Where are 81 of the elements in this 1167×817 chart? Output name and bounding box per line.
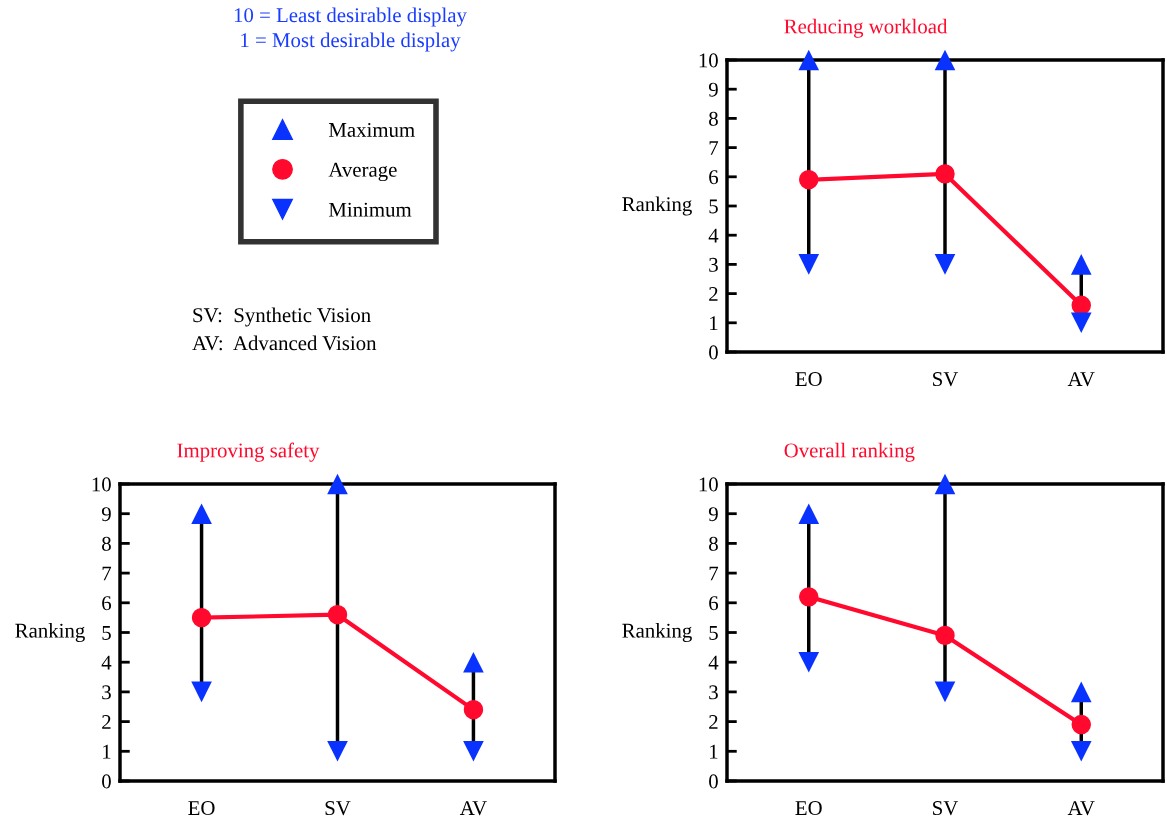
x-tick-label: EO [795, 801, 822, 816]
point [1070, 741, 1092, 762]
point [191, 681, 212, 703]
point [934, 681, 956, 703]
point [463, 741, 484, 762]
y-axis-title: Ranking [622, 196, 692, 216]
point [934, 473, 956, 495]
point [935, 625, 955, 646]
y-tick-label: 3 [709, 685, 718, 700]
point [1070, 254, 1092, 275]
point [935, 164, 955, 184]
point [327, 741, 348, 762]
y-tick-label: 8 [102, 536, 111, 551]
point [798, 651, 820, 673]
legend-label: Maximum [328, 122, 415, 137]
x-tick-label: SV [933, 372, 959, 387]
legend-label: Average [328, 162, 397, 182]
point [1071, 714, 1091, 735]
point [191, 607, 212, 628]
point [327, 473, 348, 495]
point [799, 169, 819, 190]
y-tick-label: 8 [709, 536, 718, 551]
text: 1 = Most desirable display [241, 32, 461, 52]
y-tick-label: 3 [709, 257, 718, 272]
y-tick-label: 0 [709, 345, 718, 360]
y-tick-label: 1 [103, 744, 111, 759]
y-tick-label: 0 [709, 774, 718, 789]
y-tick-label: 9 [101, 507, 111, 522]
y-tick-label: 9 [708, 82, 718, 97]
y-tick-label: 7 [102, 566, 112, 581]
y-tick-label: 2 [709, 287, 718, 301]
y-tick-label: 5 [709, 626, 718, 640]
point [327, 604, 348, 625]
y-tick-label: 9 [708, 507, 718, 522]
x-tick-label: SV [933, 801, 959, 816]
y-tick-label: 8 [709, 111, 718, 126]
y-tick-label: 1 [710, 744, 718, 759]
chart-title: Improving safety [177, 442, 320, 462]
chart-title: Overall ranking [784, 442, 915, 462]
x-tick-label: EO [795, 372, 822, 387]
point [799, 587, 819, 607]
point [191, 503, 212, 524]
point [934, 254, 956, 275]
point [1070, 312, 1092, 334]
point [1070, 681, 1092, 703]
point [798, 49, 820, 71]
y-axis-title: Ranking [622, 623, 692, 642]
x-tick-label: AV [1067, 801, 1095, 816]
y-tick-label: 5 [709, 199, 718, 214]
y-tick-label: 0 [102, 774, 111, 789]
point [463, 699, 484, 720]
legend-label: Minimum [328, 202, 412, 217]
y-tick-label: 2 [709, 715, 718, 729]
y-tick-label: 3 [102, 685, 111, 700]
y-tick-label: 6 [709, 170, 719, 185]
x-tick-label: SV [325, 801, 351, 816]
y-tick-label: 4 [101, 655, 112, 670]
y-tick-label: 4 [708, 228, 719, 243]
y-tick-label: 5 [102, 626, 111, 640]
text: SV: Synthetic Vision [193, 307, 371, 327]
y-tick-label: 7 [709, 141, 719, 155]
point [798, 254, 820, 275]
x-tick-label: AV [1067, 372, 1095, 387]
y-tick-label: 1 [710, 316, 718, 331]
point [934, 49, 956, 71]
point [463, 651, 484, 673]
y-tick-label: 6 [709, 596, 719, 611]
text: 10 = Least desirable display [234, 7, 467, 27]
y-tick-label: 10 [699, 53, 718, 68]
y-tick-label: 2 [102, 715, 111, 729]
x-tick-label: AV [459, 801, 487, 816]
point [798, 503, 820, 524]
y-tick-label: 10 [92, 477, 111, 492]
y-tick-label: 7 [709, 566, 719, 581]
y-tick-label: 6 [102, 596, 112, 611]
y-tick-label: 4 [708, 655, 719, 670]
y-axis-title: Ranking [15, 623, 85, 642]
x-tick-label: EO [188, 801, 215, 816]
chart-title: Reducing workload [784, 18, 948, 38]
y-tick-label: 10 [699, 477, 718, 492]
text: AV: Advanced Vision [192, 335, 377, 351]
